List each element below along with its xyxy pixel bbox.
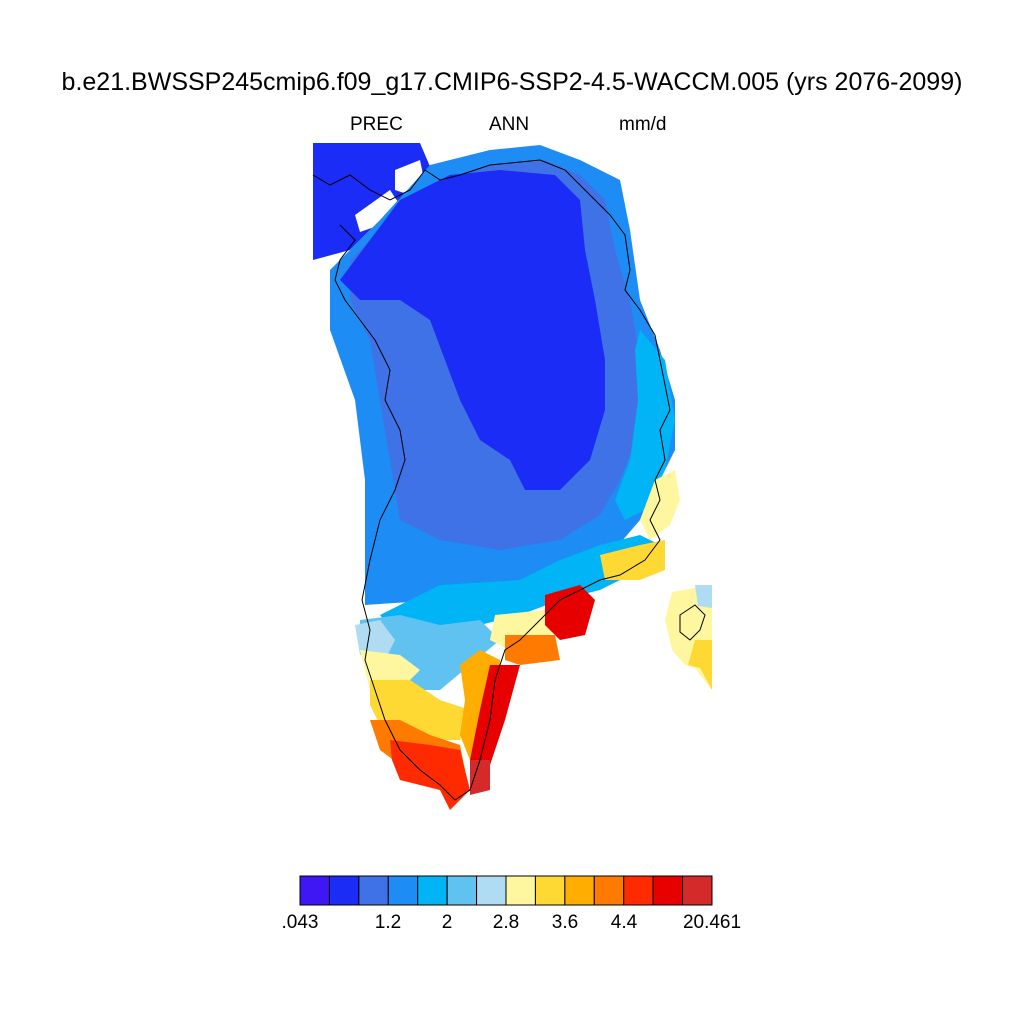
land-fill: [313, 143, 712, 810]
colorbar-cell: [328, 875, 360, 906]
colorbar-tick-label: 3.6: [551, 912, 579, 933]
island-coastline: [679, 604, 706, 641]
colorbar-cell: [593, 875, 625, 906]
colorbar-frame: [299, 875, 713, 906]
units-label: mm/d: [619, 114, 667, 135]
colorbar-cell: [505, 875, 536, 906]
map-region-red-deep: [470, 665, 520, 765]
colorbar-cell: [534, 875, 566, 906]
colorbar-tick-label: .043: [281, 912, 319, 933]
colorbar-cell: [682, 875, 713, 906]
colorbar-cell: [417, 875, 448, 906]
colorbar-cell: [387, 875, 419, 906]
colorbar-cell: [299, 875, 330, 906]
coastline-path: [312, 159, 671, 801]
colorbar-cell: [623, 875, 654, 906]
colorbar-tick-label: 4.4: [610, 912, 638, 933]
map-region-red-brick: [470, 760, 490, 795]
map-region-south-paleblue: [355, 620, 395, 660]
map-region-south-cyan: [380, 535, 660, 640]
map-island-paleblue: [695, 585, 712, 608]
map-region-gold-se: [600, 540, 665, 580]
map-island-gold: [688, 640, 712, 690]
colorbar-tick-label: 20.461: [682, 912, 742, 933]
colorbar-cell: [476, 875, 507, 906]
map-region-orange-se: [505, 635, 560, 665]
colorbar-tick-label: 1.2: [374, 912, 402, 933]
map-region-red-se: [545, 585, 595, 640]
colorbar-cell: [652, 875, 684, 906]
plot-title: b.e21.BWSSP245cmip6.f09_g17.CMIP6-SSP2-4…: [61, 68, 963, 96]
map-region-core: [340, 170, 605, 490]
colorbar-tick-label: 2.8: [492, 912, 520, 933]
colorbar-cell: [358, 875, 389, 906]
colorbar-cell: [564, 875, 595, 906]
map-ocean-gap: [355, 190, 400, 232]
map-region-yellow-east: [640, 470, 680, 540]
season-label: ANN: [489, 114, 530, 135]
variable-label: PREC: [350, 114, 403, 135]
coastline: [312, 159, 706, 801]
colorbar-cells: [299, 875, 713, 906]
colorbar-tick-label: 2: [441, 912, 453, 933]
map-region-red: [390, 740, 470, 810]
map-region-east-cyan: [615, 330, 675, 520]
colorbar-cell: [446, 875, 478, 906]
